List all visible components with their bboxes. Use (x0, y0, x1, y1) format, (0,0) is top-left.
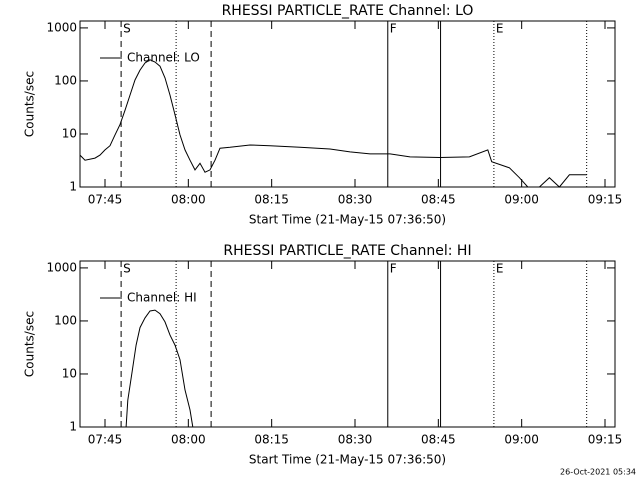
y-axis-label: Counts/sec (23, 311, 37, 377)
x-tick-label: 09:00 (504, 193, 539, 207)
marker-label: S (123, 22, 131, 36)
y-tick-label: 10 (62, 126, 77, 140)
legend-label: Channel: HI (127, 291, 197, 305)
marker-label: F (390, 22, 397, 36)
chart-title: RHESSI PARTICLE_RATE Channel: LO (222, 3, 474, 19)
y-tick-label: 1000 (46, 260, 77, 274)
y-tick-label: 100 (54, 73, 77, 87)
x-axis-label: Start Time (21-May-15 07:36:50) (249, 213, 446, 227)
y-axis-label: Counts/sec (23, 71, 37, 137)
data-line (125, 309, 194, 428)
x-tick-label: 08:15 (254, 193, 289, 207)
x-tick-label: 08:15 (254, 433, 289, 447)
x-tick-label: 09:00 (504, 433, 539, 447)
y-tick-label: 100 (54, 313, 77, 327)
plot-frame (79, 20, 616, 188)
x-tick-label: 09:15 (588, 433, 623, 447)
x-tick-label: 08:30 (338, 433, 373, 447)
y-tick-label: 1 (69, 180, 77, 194)
y-tick-label: 1000 (46, 20, 77, 34)
plot-frame (79, 260, 616, 428)
data-line (79, 59, 587, 188)
marker-label: S (123, 262, 131, 276)
x-tick-label: 08:45 (421, 433, 456, 447)
y-tick-label: 1 (69, 420, 77, 434)
x-tick-label: 08:00 (171, 433, 206, 447)
x-tick-label: 07:45 (88, 193, 123, 207)
x-tick-label: 09:15 (588, 193, 623, 207)
chart-title: RHESSI PARTICLE_RATE Channel: HI (223, 243, 471, 259)
x-tick-label: 08:45 (421, 193, 456, 207)
marker-label: E (496, 262, 504, 276)
marker-label: F (390, 262, 397, 276)
y-tick-label: 10 (62, 366, 77, 380)
marker-label: E (496, 22, 504, 36)
x-tick-label: 07:45 (88, 433, 123, 447)
timestamp: 26-Oct-2021 05:34 (560, 468, 636, 477)
x-tick-label: 08:30 (338, 193, 373, 207)
x-axis-label: Start Time (21-May-15 07:36:50) (249, 453, 446, 467)
legend-label: Channel: LO (127, 51, 200, 65)
x-tick-label: 08:00 (171, 193, 206, 207)
